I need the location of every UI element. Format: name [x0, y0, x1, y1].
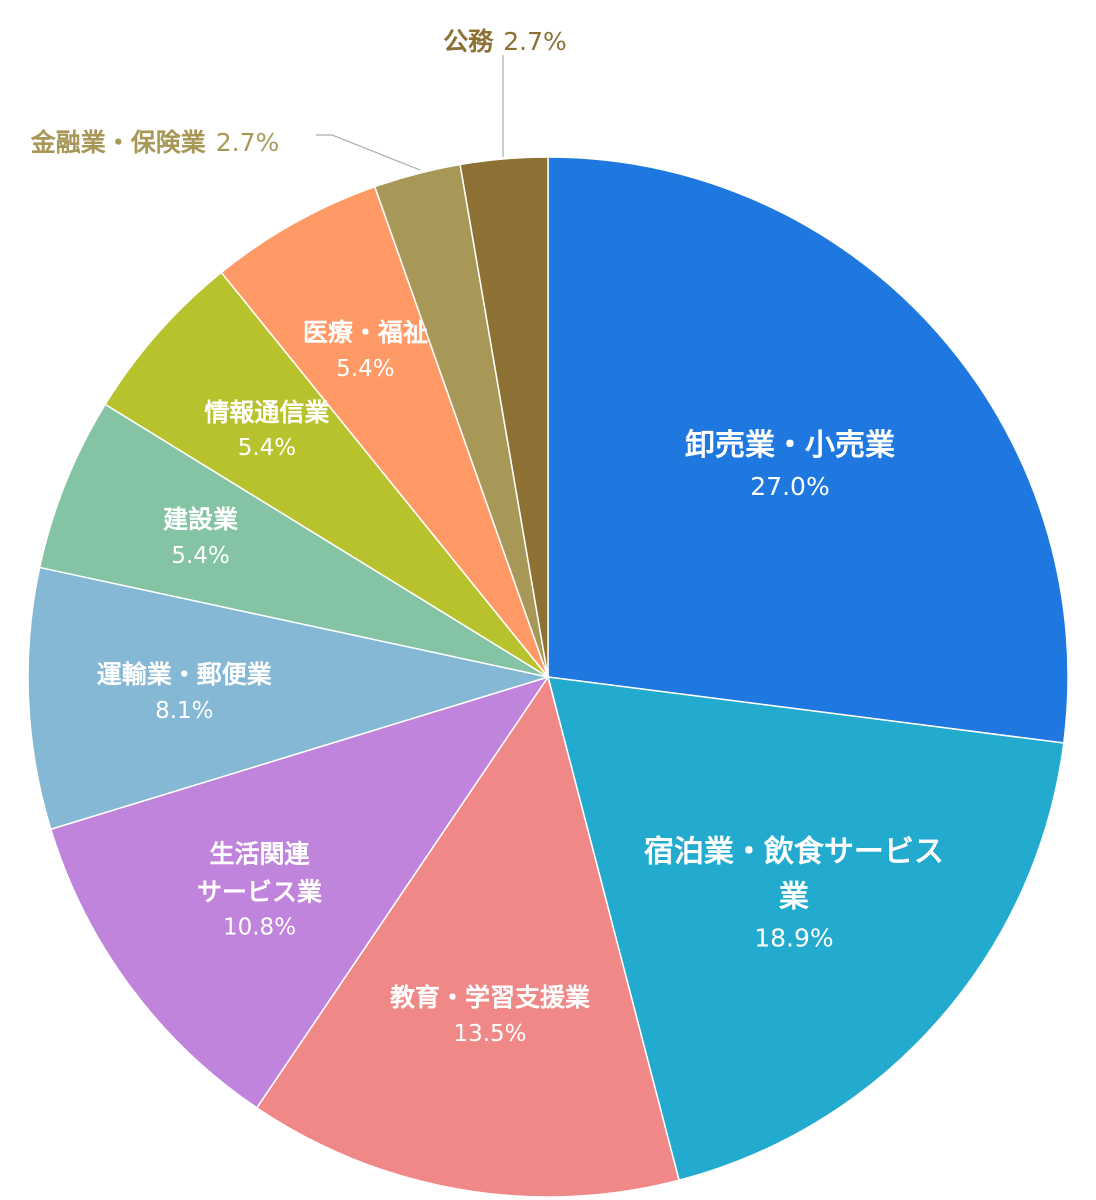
- value-label: 18.9%: [754, 923, 834, 953]
- category-label: 建設業: [163, 505, 239, 535]
- value-label: 13.5%: [453, 1020, 527, 1047]
- value-label: 27.0%: [750, 471, 830, 501]
- category-label: 医療・福祉: [302, 318, 428, 348]
- category-label: 運輸業・郵便業: [96, 660, 272, 690]
- pie-slice: [104, 271, 549, 678]
- outside-label: 金融業・保険業 2.7%: [31, 123, 280, 159]
- pie-slice: [220, 185, 549, 678]
- category-label: 情報通信業: [204, 397, 330, 427]
- value-label: 5.4%: [171, 542, 230, 569]
- value-label: 5.4%: [237, 435, 297, 462]
- pie-slice: [49, 675, 550, 1109]
- value-label: 10.8%: [222, 914, 297, 941]
- pie-slice: [255, 675, 680, 1198]
- category-label: 金融業・保険業: [30, 128, 206, 157]
- value-label: 8.1%: [155, 697, 214, 724]
- pie-slice: [459, 156, 549, 678]
- slice-label: 卸売業・小売業 27.0%: [685, 423, 895, 506]
- outside-label: 公務 2.7%: [443, 22, 567, 58]
- value-label: 5.4%: [336, 355, 395, 382]
- category-label: 卸売業・小売業: [685, 427, 896, 463]
- category-label: 公務: [443, 27, 494, 56]
- slice-label: 建設業 5.4%: [163, 501, 238, 573]
- pie-slice: [546, 676, 1065, 1182]
- pie-slice: [27, 566, 551, 831]
- slice-label: 医療・福祉 5.4%: [303, 314, 428, 386]
- slice-label: 運輸業・郵便業 8.1%: [97, 656, 272, 728]
- pie-slice: [38, 403, 549, 678]
- category-label: 生活関連 サービス業: [197, 839, 323, 907]
- category-label: 教育・学習支援業: [389, 983, 590, 1013]
- slice-label: 生活関連 サービス業 10.8%: [197, 836, 322, 946]
- leader-line: [316, 134, 421, 171]
- slice-label: 情報通信業 5.4%: [204, 394, 329, 466]
- category-label: 宿泊業・飲食サービス業: [643, 834, 944, 915]
- pie-slice: [547, 156, 1069, 744]
- value-label: 2.7%: [503, 27, 567, 56]
- value-label: 2.7%: [215, 128, 280, 157]
- slice-label: 教育・学習支援業 13.5%: [390, 979, 590, 1051]
- slice-label: 宿泊業・飲食サービス業 18.9%: [643, 830, 945, 958]
